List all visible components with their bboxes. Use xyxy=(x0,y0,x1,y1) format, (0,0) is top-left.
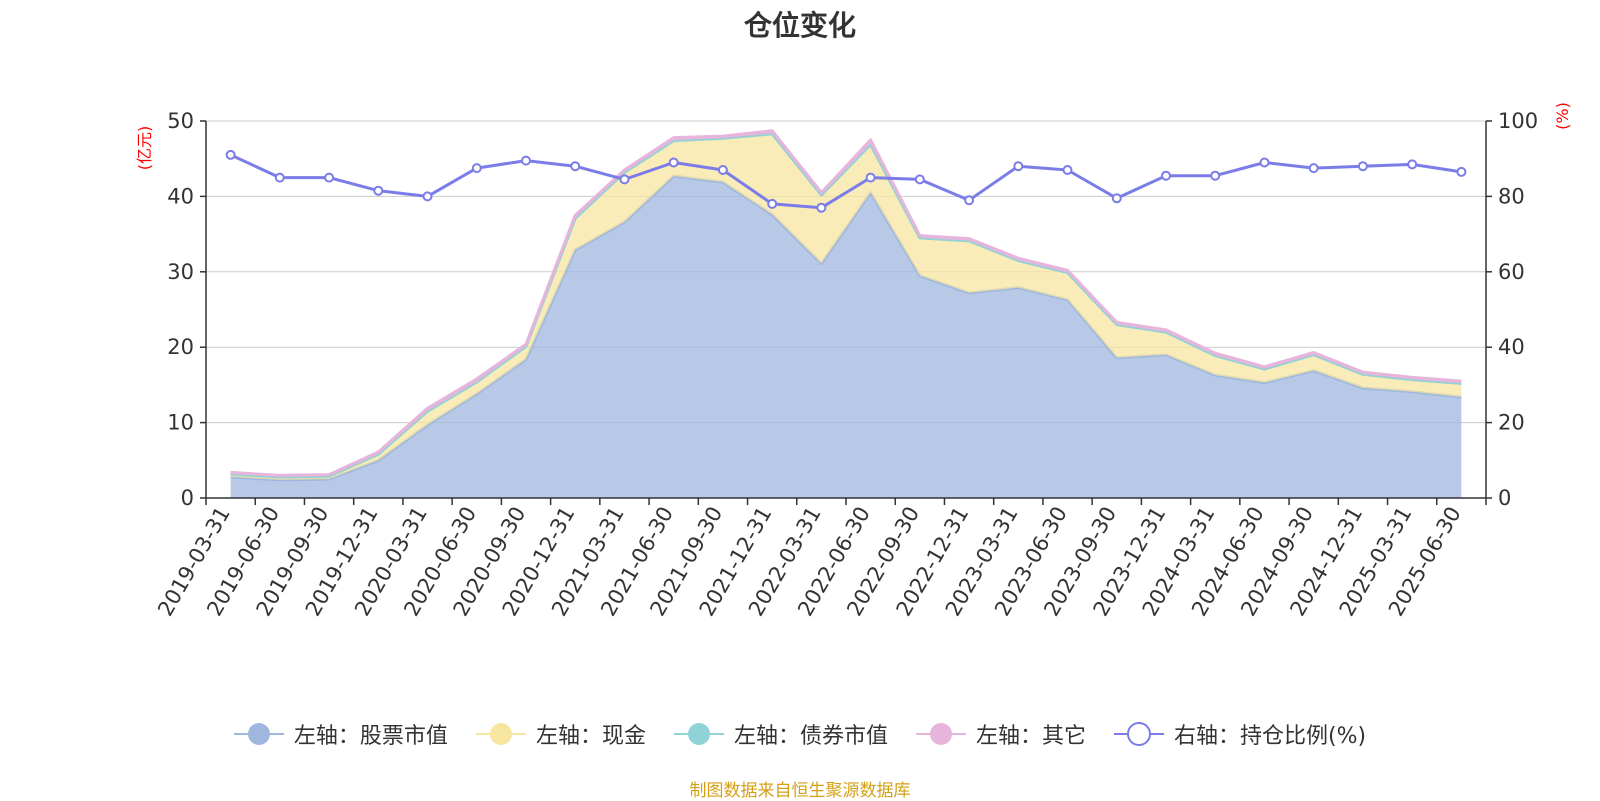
position-ratio-point xyxy=(914,174,925,185)
area-series-1-fill xyxy=(230,176,1462,498)
position-ratio-point xyxy=(668,157,679,168)
chart-plot: 01020304050020406080100(亿元)(%)2019-03-31… xyxy=(135,102,1572,620)
legend-label: 左轴：现金 xyxy=(535,724,646,749)
legend-marker-icon xyxy=(475,723,526,745)
position-ratio-point xyxy=(767,198,778,209)
position-ratio-point xyxy=(373,185,384,196)
position-ratio-point xyxy=(1111,193,1122,204)
position-ratio-point xyxy=(1161,170,1171,181)
position-ratio-point xyxy=(471,163,482,174)
right-axis-tick-label: 40 xyxy=(1498,335,1525,359)
right-axis-tick-label: 0 xyxy=(1498,486,1511,510)
position-ratio-point xyxy=(1259,157,1270,168)
left-axis-tick-label: 30 xyxy=(167,260,194,284)
left-axis-tick-label: 10 xyxy=(167,411,194,435)
legend-label: 左轴：债券市值 xyxy=(733,724,888,749)
legend-label: 右轴：持仓比例(%) xyxy=(1173,724,1367,749)
chart-title: 仓位变化 xyxy=(743,9,856,42)
position-ratio-point xyxy=(1210,170,1221,181)
right-axis-tick-label: 80 xyxy=(1498,184,1525,208)
position-ratio-point xyxy=(274,172,285,183)
position-ratio-point xyxy=(1308,163,1319,174)
position-ratio-point xyxy=(1456,166,1467,177)
legend-label: 左轴：股票市值 xyxy=(293,724,448,749)
legend: 左轴：股票市值 左轴：现金 左轴：债券市值 左轴：其它 右轴：持仓比例(%) xyxy=(0,718,1600,750)
position-ratio-point xyxy=(570,161,581,172)
position-ratio-line xyxy=(229,153,1462,210)
legend-item[interactable]: 左轴：债券市值 xyxy=(673,718,888,750)
position-ratio-point xyxy=(1357,161,1368,172)
position-ratio-point xyxy=(1013,161,1024,172)
position-ratio-point xyxy=(521,155,531,166)
position-ratio-point xyxy=(717,165,728,175)
legend-item[interactable]: 左轴：股票市值 xyxy=(233,718,448,750)
right-axis-label: (%) xyxy=(1553,102,1572,130)
position-ratio-point xyxy=(422,191,433,202)
legend-label: 左轴：其它 xyxy=(975,724,1086,749)
legend-item[interactable]: 右轴：持仓比例(%) xyxy=(1113,718,1367,750)
left-axis-label: (亿元) xyxy=(135,126,154,171)
data-source-credit: 制图数据来自恒生聚源数据库 xyxy=(689,781,911,801)
left-axis-tick-label: 50 xyxy=(167,109,194,133)
area-series-4-edge xyxy=(230,129,1462,477)
position-ratio-point xyxy=(865,172,876,183)
position-ratio-point xyxy=(816,202,827,213)
legend-marker-icon xyxy=(915,723,966,745)
position-ratio-point xyxy=(225,149,236,160)
position-ratio-point xyxy=(619,174,630,185)
right-axis-tick-label: 60 xyxy=(1498,260,1525,284)
legend-marker-icon xyxy=(673,723,724,745)
left-axis-tick-label: 40 xyxy=(167,184,194,208)
legend-marker-icon xyxy=(233,723,284,745)
position-ratio-point xyxy=(324,172,335,183)
legend-item[interactable]: 左轴：现金 xyxy=(475,718,646,750)
right-axis-tick-label: 100 xyxy=(1498,109,1538,133)
right-axis-tick-label: 20 xyxy=(1498,411,1525,435)
left-axis-tick-label: 0 xyxy=(181,486,194,510)
position-ratio-point xyxy=(1407,159,1418,170)
area-series-2-fill xyxy=(230,133,1462,480)
legend-item[interactable]: 左轴：其它 xyxy=(915,718,1086,750)
left-axis-tick-label: 20 xyxy=(167,335,194,359)
position-ratio-point xyxy=(1062,165,1073,175)
legend-marker-icon xyxy=(1113,722,1164,746)
position-ratio-point xyxy=(964,195,975,206)
